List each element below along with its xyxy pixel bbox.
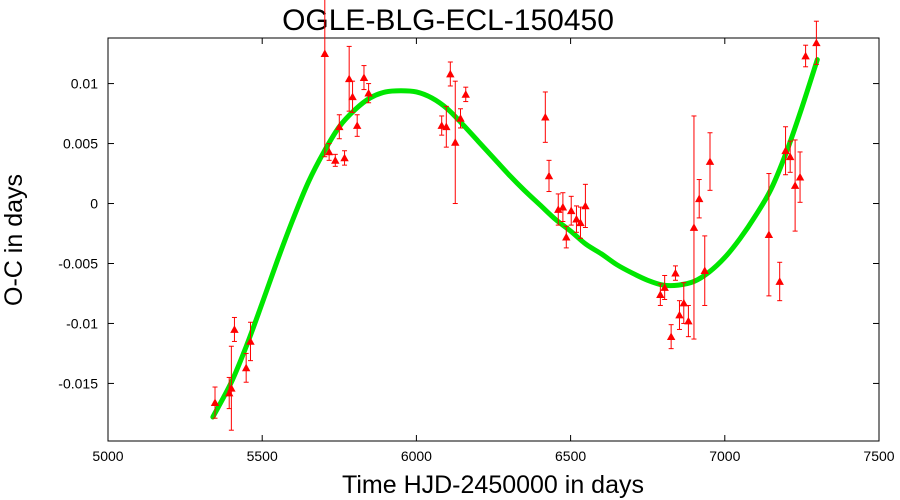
data-point-triangle <box>764 230 774 239</box>
y-tick-label: -0.01 <box>66 315 98 331</box>
data-point-triangle <box>785 152 795 161</box>
x-tick-label: 6500 <box>555 448 586 464</box>
data-point-triangle <box>331 156 340 164</box>
y-tick-label: 0 <box>90 196 98 212</box>
axis-ticks: 5000 5500 6000 6500 7000 7500 -0.015 -0.01 -0.00… <box>58 38 895 464</box>
fit-curve <box>210 57 820 420</box>
data-point-triangle <box>335 122 344 131</box>
data-point-triangle <box>461 90 470 98</box>
data-point-triangle <box>576 218 585 227</box>
x-tick-label: 5000 <box>92 448 123 464</box>
data-point-triangle <box>790 181 800 189</box>
data-point-triangle <box>230 325 239 333</box>
data-point-triangle <box>781 146 790 155</box>
data-point-triangle <box>554 205 563 213</box>
data-point-triangle <box>442 122 451 131</box>
data-point-triangle <box>671 268 680 277</box>
y-tick-label: -0.005 <box>58 255 98 271</box>
data-point-triangle <box>246 337 255 345</box>
x-axis-title: Time HJD-2450000 in days <box>342 471 644 499</box>
data-point-triangle <box>437 121 446 129</box>
data-point-triangle <box>775 277 784 285</box>
x-tick-label: 6000 <box>401 448 432 464</box>
data-point-triangle <box>679 298 688 307</box>
data-point-triangle <box>344 74 354 83</box>
data-point-triangle <box>700 266 709 275</box>
data-point-triangle <box>364 88 373 97</box>
data-point-triangle <box>359 73 369 81</box>
x-tick-label: 7000 <box>709 448 740 464</box>
data-point-triangle <box>456 114 465 122</box>
fit-curve-layer <box>210 57 820 420</box>
data-point-triangle <box>210 398 220 406</box>
data-point-triangle <box>541 112 550 121</box>
y-tick-label: -0.015 <box>58 375 98 391</box>
data-point-triangle <box>241 363 251 372</box>
data-point-triangle <box>352 121 362 129</box>
plot-frame <box>107 37 880 442</box>
data-point-triangle <box>340 153 349 162</box>
data-point-triangle <box>675 310 684 319</box>
data-point-triangle <box>812 38 821 47</box>
data-point-triangle <box>348 92 357 101</box>
data-points-layer <box>210 0 821 431</box>
data-point-triangle <box>795 172 805 181</box>
chart-title: OGLE-BLG-ECL-150450 <box>282 4 614 37</box>
data-point-triangle <box>324 147 334 156</box>
x-tick-label: 5500 <box>247 448 278 464</box>
data-point-triangle <box>572 214 581 223</box>
y-axis-title: O-C in days <box>0 174 28 306</box>
data-point-triangle <box>320 49 330 57</box>
data-point-triangle <box>705 157 715 165</box>
data-point-triangle <box>562 232 571 241</box>
data-point-triangle <box>684 316 693 325</box>
data-point-triangle <box>567 206 576 215</box>
data-point-triangle <box>558 202 568 211</box>
data-point-triangle <box>446 69 455 78</box>
data-point-triangle <box>801 51 810 60</box>
y-tick-label: 0.01 <box>71 76 98 92</box>
x-tick-label: 7500 <box>863 448 894 464</box>
data-point-triangle <box>689 223 699 231</box>
data-point-triangle <box>666 332 676 341</box>
data-point-triangle <box>227 384 236 392</box>
data-point-triangle <box>660 283 669 291</box>
data-point-triangle <box>695 194 704 203</box>
data-point-triangle <box>656 290 665 299</box>
y-tick-label: 0.005 <box>63 136 98 152</box>
data-point-triangle <box>544 171 554 180</box>
plot-area: 5000 5500 6000 6500 7000 7500 -0.015 -0.01 -0.00… <box>58 0 895 464</box>
data-point-triangle <box>581 201 590 210</box>
data-point-triangle <box>451 138 460 146</box>
